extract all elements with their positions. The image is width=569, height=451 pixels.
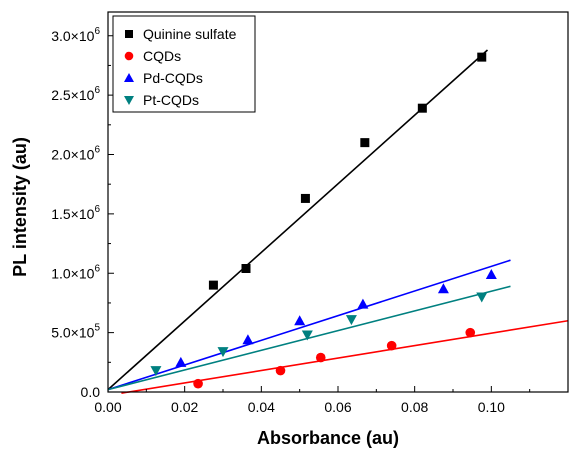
quinine-sulfate-point: [417, 103, 427, 113]
y-tick-label: 1.5×106: [51, 204, 100, 222]
cqds-legend-label: CQDs: [143, 48, 181, 64]
quinine-sulfate-point: [300, 193, 310, 203]
pd-cqds-legend-marker: [124, 73, 134, 82]
pd-cqds-legend-label: Pd-CQDs: [143, 70, 203, 86]
quinine-sulfate-legend-label: Quinine sulfate: [143, 26, 237, 42]
pt-cqds-point: [345, 315, 357, 326]
y-tick-label: 5.0×105: [51, 323, 100, 341]
y-tick-label: 1.0×106: [51, 263, 100, 281]
pd-cqds-point: [485, 268, 497, 279]
cqds-point: [386, 340, 397, 351]
quinine-sulfate-point: [360, 138, 370, 148]
y-axis-title: PL intensity (au): [10, 137, 30, 277]
x-axis-title: Absorbance (au): [257, 428, 399, 448]
x-tick-label: 0.10: [478, 399, 505, 415]
y-tick-label: 3.0×106: [51, 26, 100, 44]
x-tick-label: 0.04: [248, 399, 275, 415]
cqds-legend-marker: [124, 51, 134, 61]
y-tick-label: 2.5×106: [51, 85, 100, 103]
legend-box: [112, 15, 256, 113]
cqds-point: [315, 352, 326, 363]
cqds-point: [275, 365, 286, 376]
pd-cqds-fit-line: [107, 259, 511, 391]
x-tick-label: 0.08: [401, 399, 428, 415]
x-axis-ticks: 0.00 0.02 0.04 0.06 0.08 0.10: [94, 386, 531, 415]
pt-cqds-legend-marker: [124, 96, 134, 105]
pt-cqds-point: [476, 292, 488, 303]
pd-cqds-point: [437, 283, 449, 294]
pt-cqds-legend-label: Pt-CQDs: [143, 92, 199, 108]
y-tick-label: 0.0: [81, 384, 101, 400]
quinine-sulfate-point: [241, 264, 251, 273]
y-axis-ticks: 0.0 5.0×105 1.0×106 1.5×106 2.0×106 2.5×106 3.…: [51, 26, 114, 400]
pd-cqds-point: [242, 334, 254, 345]
pd-cqds-point: [357, 298, 369, 309]
pt-cqds-point: [150, 366, 162, 377]
x-tick-label: 0.02: [171, 399, 198, 415]
pd-cqds-point: [175, 356, 187, 367]
pt-cqds-point: [217, 347, 229, 358]
cqds-point: [193, 378, 203, 389]
y-tick-label: 2.0×106: [51, 145, 100, 163]
x-tick-label: 0.06: [324, 399, 351, 415]
pt-cqds-point: [301, 330, 313, 341]
pd-cqds-point: [294, 315, 306, 326]
data-points: [150, 52, 497, 389]
quinine-sulfate-point: [208, 280, 218, 290]
legend: Quinine sulfate CQDs Pd-CQDs Pt-CQDs: [112, 15, 256, 113]
cqds-point: [465, 327, 476, 338]
axes: 0.00 0.02 0.04 0.06 0.08 0.10 0.0 5.0×105 1.0×1…: [51, 11, 569, 415]
cqds-fit-line: [121, 319, 569, 394]
quinine-sulfate-point: [477, 52, 487, 62]
quinine-sulfate-legend-marker: [125, 30, 133, 38]
pt-cqds-fit-line: [107, 285, 511, 391]
x-tick-label: 0.00: [94, 399, 121, 415]
